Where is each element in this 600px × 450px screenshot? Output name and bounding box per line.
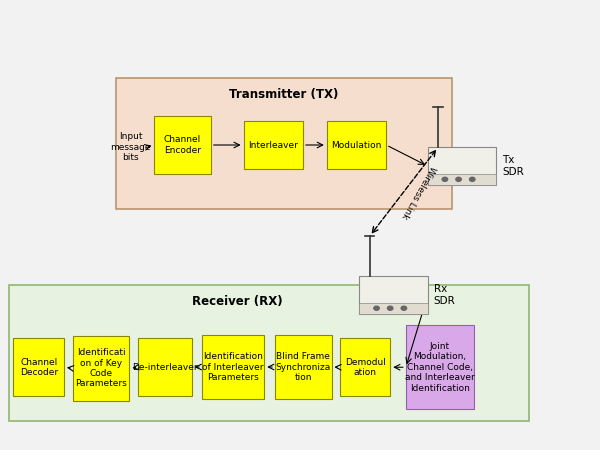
- Text: Channel
Encoder: Channel Encoder: [164, 135, 201, 155]
- Text: De-interleaver: De-interleaver: [132, 363, 198, 372]
- FancyBboxPatch shape: [139, 338, 192, 396]
- Circle shape: [401, 306, 407, 310]
- Text: Input
message
bits: Input message bits: [110, 132, 151, 162]
- FancyBboxPatch shape: [116, 78, 452, 209]
- Circle shape: [456, 177, 461, 181]
- FancyBboxPatch shape: [9, 285, 529, 421]
- Bar: [359, 276, 428, 314]
- Text: Tx
SDR: Tx SDR: [502, 155, 524, 177]
- Circle shape: [442, 177, 448, 181]
- Text: Channel
Decoder: Channel Decoder: [20, 357, 58, 377]
- FancyBboxPatch shape: [340, 338, 391, 396]
- FancyBboxPatch shape: [154, 116, 211, 174]
- Bar: [428, 147, 496, 185]
- Text: Blind Frame
Synchroniza
tion: Blind Frame Synchroniza tion: [275, 352, 331, 382]
- Text: Rx
SDR: Rx SDR: [434, 284, 455, 306]
- Text: Interleaver: Interleaver: [248, 140, 298, 149]
- FancyBboxPatch shape: [327, 121, 386, 170]
- Text: Transmitter (TX): Transmitter (TX): [229, 88, 338, 101]
- Circle shape: [388, 306, 393, 310]
- Text: Modulation: Modulation: [331, 140, 382, 149]
- Bar: [428, 174, 496, 185]
- Text: Receiver (RX): Receiver (RX): [192, 295, 283, 308]
- FancyBboxPatch shape: [244, 121, 303, 170]
- FancyBboxPatch shape: [202, 335, 265, 399]
- FancyBboxPatch shape: [406, 325, 474, 410]
- Text: Joint
Modulation,
Channel Code,
and Interleaver
Identification: Joint Modulation, Channel Code, and Inte…: [405, 342, 475, 392]
- Circle shape: [374, 306, 379, 310]
- Text: Identification
of Interleaver
Parameters: Identification of Interleaver Parameters: [202, 352, 264, 382]
- Text: Identificati
on of Key
Code
Parameters: Identificati on of Key Code Parameters: [75, 348, 127, 388]
- Text: Wireless Link: Wireless Link: [400, 164, 437, 220]
- Bar: [359, 302, 428, 314]
- Text: Demodul
ation: Demodul ation: [344, 357, 386, 377]
- Circle shape: [470, 177, 475, 181]
- FancyBboxPatch shape: [73, 336, 130, 400]
- FancyBboxPatch shape: [13, 338, 64, 396]
- FancyBboxPatch shape: [275, 335, 332, 399]
